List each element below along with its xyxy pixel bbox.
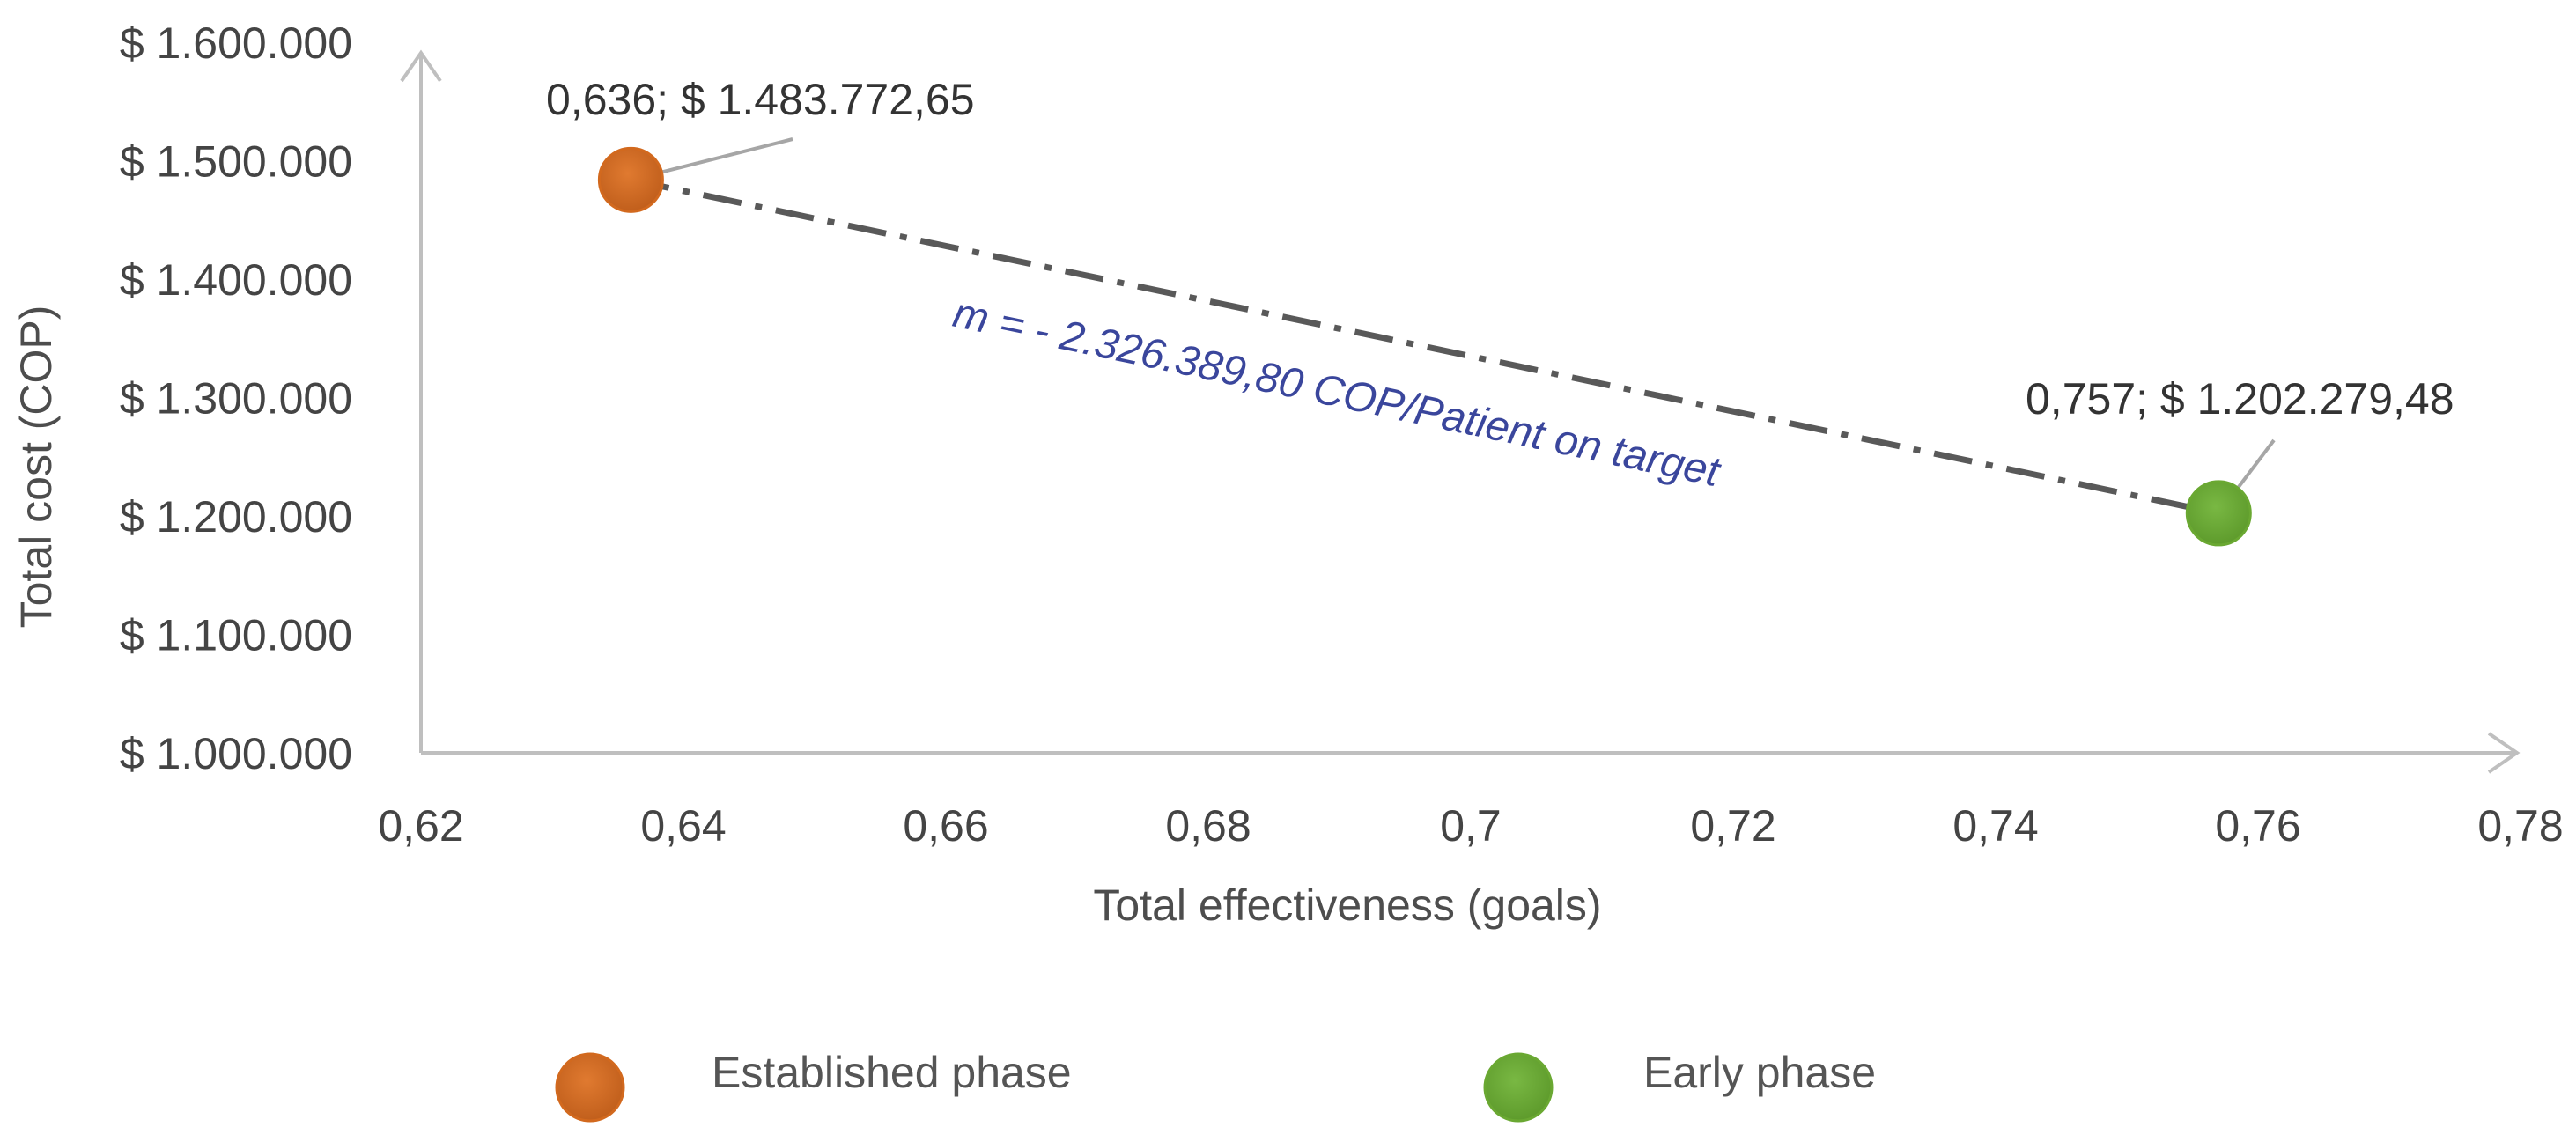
x-tick-label: 0,64 [640, 801, 726, 851]
x-tick-label: 0,72 [1690, 801, 1775, 851]
point-label: 0,636; $ 1.483.772,65 [546, 75, 975, 124]
y-tick-label: $ 1.100.000 [120, 611, 352, 660]
legend-item: Early phase [1483, 1048, 1876, 1123]
x-tick-label: 0,78 [2477, 801, 2563, 851]
legend-marker [1483, 1052, 1554, 1123]
data-points: 0,636; $ 1.483.772,65 0,757; $ 1.202.279,… [546, 75, 2454, 547]
y-tick-labels: $ 1.000.000 $ 1.100.000 $ 1.200.000 $ 1.300… [120, 18, 352, 778]
axes [400, 49, 2521, 774]
x-tick-label: 0,76 [2215, 801, 2300, 851]
slope-label: m = - 2.326.389,80 COP/Patient on target [949, 290, 1725, 497]
legend-label: Established phase [712, 1048, 1072, 1097]
y-tick-label: $ 1.600.000 [120, 18, 352, 68]
x-tick-label: 0,68 [1165, 801, 1251, 851]
data-point [2185, 480, 2252, 547]
x-tick-label: 0,74 [1952, 801, 2038, 851]
y-tick-label: $ 1.000.000 [120, 729, 352, 778]
legend-marker [555, 1052, 625, 1123]
slope-line-group: m = - 2.326.389,80 COP/Patient on target [630, 176, 2220, 517]
legend-label: Early phase [1643, 1048, 1876, 1097]
x-axis-arrow [2487, 732, 2521, 774]
point-label: 0,757; $ 1.202.279,48 [2026, 374, 2454, 424]
x-tick-label: 0,62 [378, 801, 463, 851]
legend: Established phase Early phase [555, 1048, 1876, 1123]
y-tick-label: $ 1.500.000 [120, 137, 352, 187]
y-axis-title: Total cost (COP) [11, 306, 61, 629]
y-tick-label: $ 1.300.000 [120, 374, 352, 424]
x-tick-labels: 0,62 0,64 0,66 0,68 0,7 0,72 0,74 0,76 0,78 [378, 801, 2563, 851]
data-point [597, 146, 664, 213]
x-tick-label: 0,66 [903, 801, 988, 851]
y-tick-label: $ 1.200.000 [120, 492, 352, 542]
y-tick-label: $ 1.400.000 [120, 255, 352, 305]
x-tick-label: 0,7 [1440, 801, 1502, 851]
y-axis-arrow [400, 49, 442, 83]
slope-line [630, 176, 2220, 517]
legend-item: Established phase [555, 1048, 1072, 1123]
x-axis-title: Total effectiveness (goals) [1093, 880, 1601, 930]
